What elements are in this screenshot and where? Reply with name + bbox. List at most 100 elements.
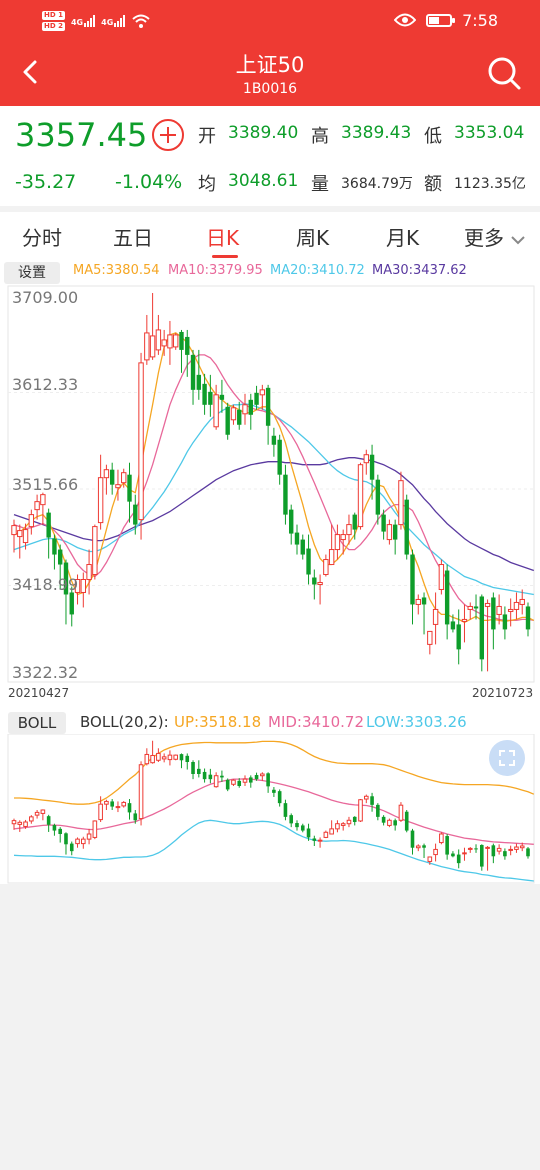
tab-daily-k[interactable]: 日K bbox=[206, 226, 240, 250]
candle-body bbox=[213, 394, 219, 428]
quote-panel: 3357.45 开 3389.40 高 3389.43 低 3353.04 -3… bbox=[0, 106, 540, 206]
candle-body bbox=[17, 821, 23, 825]
candle-body bbox=[352, 514, 357, 530]
boll-low-line bbox=[13, 819, 534, 882]
candle-body bbox=[173, 334, 179, 348]
candle-body bbox=[300, 825, 305, 831]
volume-value: 3684.79万 bbox=[341, 176, 413, 192]
candle-body bbox=[34, 811, 40, 816]
candle-body bbox=[334, 534, 341, 551]
candle-body bbox=[248, 399, 253, 415]
candle-body bbox=[363, 454, 369, 464]
candle-body bbox=[340, 534, 346, 541]
candle-body bbox=[306, 548, 311, 575]
candle-body bbox=[52, 538, 57, 555]
end-date-label: 20210723 bbox=[472, 686, 534, 700]
candle-body bbox=[370, 796, 374, 805]
high-value: 3389.43 bbox=[341, 123, 412, 143]
candle-body bbox=[376, 804, 380, 817]
ma10-line bbox=[13, 354, 534, 622]
candle-body bbox=[363, 795, 369, 800]
candle-body bbox=[190, 354, 196, 390]
signal-1-icon: 4G bbox=[70, 15, 96, 27]
status-left: HD 1 HD 2 4G 4G bbox=[42, 6, 151, 36]
boll-chart[interactable] bbox=[0, 734, 540, 884]
candle-body bbox=[219, 394, 225, 400]
kline-chart[interactable] bbox=[0, 284, 540, 684]
candle-body bbox=[115, 806, 121, 809]
candle-body bbox=[393, 820, 397, 826]
candle-body bbox=[208, 391, 213, 405]
candle-body bbox=[167, 334, 173, 349]
tab-five-day[interactable]: 五日 bbox=[113, 226, 153, 250]
network-type-1: 4G bbox=[70, 18, 84, 27]
tab-more-label: 更多 bbox=[464, 226, 504, 250]
tab-intraday[interactable]: 分时 bbox=[22, 226, 62, 250]
price-tick-label: 3322.32 bbox=[12, 663, 79, 682]
candle-body bbox=[328, 549, 335, 566]
settings-button[interactable]: 设置 bbox=[4, 262, 60, 284]
candle-body bbox=[444, 570, 450, 625]
candle-body bbox=[484, 602, 491, 607]
candle-body bbox=[503, 851, 507, 857]
candle-body bbox=[289, 815, 294, 824]
low-label: 低 bbox=[424, 126, 442, 147]
candle-body bbox=[266, 773, 270, 787]
search-icon[interactable] bbox=[486, 55, 522, 91]
ma30-line bbox=[13, 457, 535, 572]
candle-body bbox=[386, 524, 393, 541]
chevron-left-icon[interactable] bbox=[14, 54, 50, 90]
fullscreen-button[interactable] bbox=[489, 740, 525, 776]
candle-body bbox=[306, 828, 311, 838]
candle-body bbox=[375, 479, 381, 515]
candle-body bbox=[323, 559, 329, 576]
boll-indicator-button[interactable]: BOLL bbox=[8, 712, 66, 734]
candle-body bbox=[34, 501, 40, 511]
candle-body bbox=[485, 846, 490, 849]
candle-body bbox=[479, 596, 484, 660]
candle-body bbox=[127, 474, 132, 502]
amount-label: 额 bbox=[424, 174, 442, 195]
candle-body bbox=[74, 579, 81, 593]
candle-body bbox=[283, 474, 288, 515]
candle-body bbox=[456, 854, 461, 864]
boll-params: BOLL(20,2): bbox=[80, 713, 169, 731]
high-label: 高 bbox=[311, 126, 329, 147]
price-tick-label: 3418.99 bbox=[12, 575, 79, 594]
candle-body bbox=[479, 844, 484, 867]
candle-body bbox=[242, 778, 248, 783]
amount-value: 1123.35亿 bbox=[454, 176, 526, 192]
candle-body bbox=[381, 816, 386, 823]
boll-mid: MID:3410.72 bbox=[268, 713, 364, 731]
candle-body bbox=[415, 598, 421, 605]
tab-more[interactable]: 更多 bbox=[464, 222, 526, 251]
tab-monthly-k[interactable]: 月K bbox=[386, 226, 420, 250]
candle-body bbox=[496, 605, 502, 615]
candle-body bbox=[491, 845, 496, 857]
candle-body bbox=[22, 529, 29, 544]
candle-body bbox=[248, 777, 253, 783]
candle-body bbox=[439, 833, 444, 844]
candle-body bbox=[69, 592, 74, 615]
candle-body bbox=[514, 846, 519, 850]
candle-body bbox=[231, 779, 236, 785]
tab-weekly-k[interactable]: 周K bbox=[296, 226, 330, 250]
battery-icon bbox=[426, 13, 456, 27]
candle-body bbox=[179, 754, 184, 761]
candle-body bbox=[208, 774, 213, 780]
candle-body bbox=[81, 838, 86, 845]
sim2-badge: HD 2 bbox=[42, 22, 65, 31]
candle-body bbox=[271, 435, 277, 445]
candle-body bbox=[127, 803, 132, 813]
candle-body bbox=[317, 581, 323, 585]
candle-body bbox=[272, 789, 276, 793]
candle-body bbox=[133, 813, 138, 821]
candle-body bbox=[300, 539, 305, 555]
candle-body bbox=[438, 564, 445, 590]
candle-body bbox=[52, 825, 57, 831]
add-watchlist-icon[interactable] bbox=[152, 119, 184, 151]
candle-body bbox=[508, 848, 513, 851]
candle-body bbox=[191, 762, 195, 774]
price-tick-label: 3515.66 bbox=[12, 475, 79, 494]
candle-body bbox=[277, 791, 282, 804]
